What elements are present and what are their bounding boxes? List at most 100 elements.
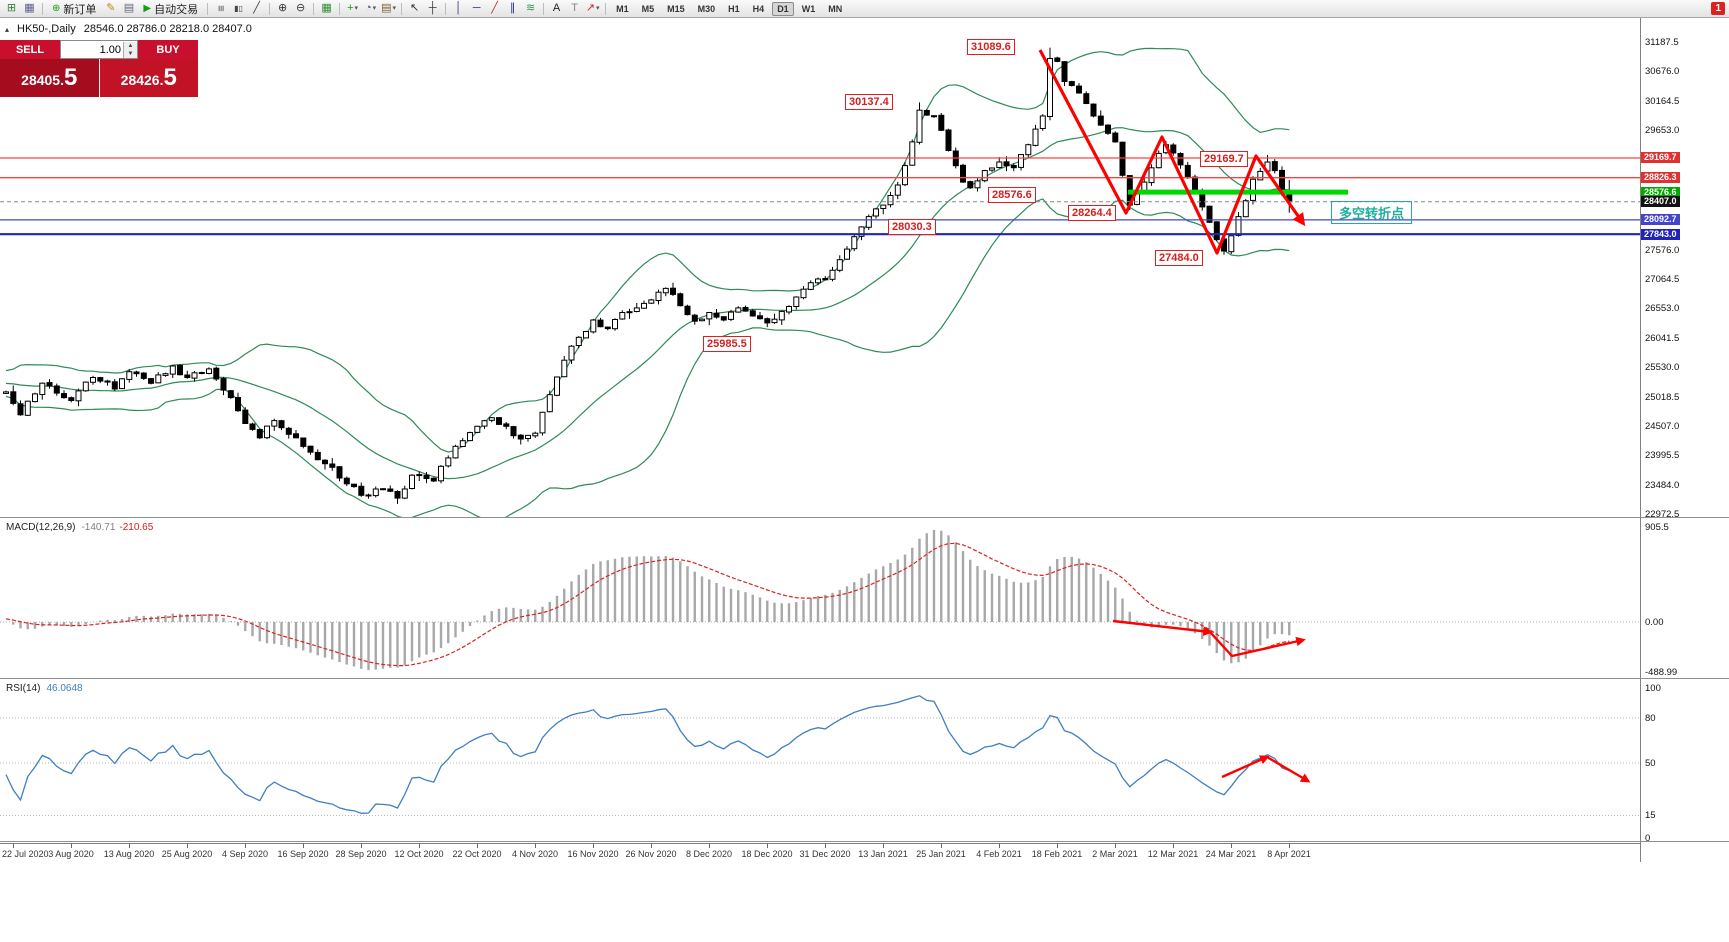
sell-button[interactable]: SELL (0, 40, 60, 59)
text-icon[interactable]: A (552, 2, 561, 14)
toolbar-separator (42, 2, 43, 15)
crosshair-icon[interactable]: ┼ (428, 2, 437, 14)
text-label-icon[interactable]: T (571, 2, 578, 14)
candlestick-chart-icon[interactable]: ▮▯ (234, 4, 243, 13)
turning-point-note[interactable]: 多空转折点 (1331, 201, 1413, 224)
macd-pane[interactable] (0, 519, 1640, 678)
volume-up-icon[interactable]: ▲ (124, 41, 137, 50)
templates-icon[interactable]: ▤ ▾ (381, 2, 397, 14)
time-tick (419, 844, 420, 848)
sell-price[interactable]: 28405. 5 (0, 59, 99, 97)
time-tick (1289, 844, 1290, 848)
price-tick: 30676.0 (1645, 66, 1680, 77)
rsi-tick: 100 (1645, 683, 1661, 694)
rsi-tick: 80 (1645, 713, 1656, 724)
date-label: 13 Aug 2020 (103, 849, 155, 859)
time-axis[interactable]: 22 Jul 2020 3 Aug 2020 13 Aug 2020 25 Aug 2… (0, 843, 1640, 863)
profiles-icon[interactable]: ▦ (24, 2, 35, 14)
pane-separator[interactable] (0, 517, 1729, 518)
terminal-icon[interactable]: ▤ (123, 2, 135, 14)
metaeditor-icon[interactable]: ✎ (106, 2, 116, 14)
new-order-button-icon: ⊕ (52, 3, 61, 14)
volume-down-icon[interactable]: ▼ (124, 49, 137, 58)
time-tick (767, 844, 768, 848)
timeframe-m15[interactable]: M15 (667, 3, 685, 14)
price-axis[interactable]: 31187.5 30676.0 30164.5 29653.0 27576.0 27064… (1640, 18, 1729, 862)
price-tag: 27843.0 (1641, 229, 1680, 240)
bar-chart-icon[interactable]: ≡ (215, 5, 228, 12)
indicators-icon[interactable]: + ▾ (347, 2, 359, 14)
price-tick: 26041.5 (1645, 333, 1680, 344)
arrows-icon[interactable]: ↗ ▾ (585, 2, 600, 14)
line-chart-icon[interactable]: ╱ (253, 2, 260, 14)
timeframe-mn[interactable]: MN (828, 3, 843, 14)
date-label: 25 Aug 2020 (161, 849, 213, 859)
pane-separator[interactable] (0, 678, 1729, 679)
timeframe-h4[interactable]: H4 (752, 3, 765, 14)
volume-stepper[interactable]: ▲ ▼ (123, 41, 137, 58)
fibonacci-icon[interactable]: ≋ (525, 2, 536, 14)
vertical-line-icon[interactable]: │ (455, 2, 463, 14)
time-tick (941, 844, 942, 848)
price-annotation[interactable]: 28264.4 (1068, 205, 1116, 221)
zoom-out-icon[interactable]: ⊖ (295, 2, 306, 14)
date-label: 24 Mar 2021 (1205, 849, 1257, 859)
tile-windows-icon[interactable]: ▦ (321, 2, 332, 14)
chevron-down-icon: ▾ (392, 5, 397, 12)
new-order-button[interactable]: ⊕ 新订单 (47, 1, 101, 16)
volume-value[interactable]: 1.00 (99, 43, 121, 56)
price-tag: 28092.7 (1641, 214, 1680, 225)
macd-label: MACD(12,26,9) -140.71 -210.65 (6, 522, 154, 533)
timeframe-h1[interactable]: H1 (728, 3, 740, 14)
zoom-in-icon[interactable]: ⊕ (277, 2, 288, 14)
price-annotation[interactable]: 31089.6 (967, 39, 1015, 55)
rsi-tick: 15 (1645, 810, 1656, 821)
trendline-icon[interactable]: ╱ (491, 2, 498, 14)
buy-button[interactable]: BUY (138, 40, 198, 59)
notification-badge[interactable]: 1 (1711, 2, 1725, 15)
price-annotation[interactable]: 30137.4 (845, 94, 893, 110)
new-chart-icon[interactable]: ⊞ (6, 2, 17, 14)
time-tick (477, 844, 478, 848)
pane-separator[interactable] (0, 841, 1729, 842)
timeframe-w1[interactable]: W1 (801, 3, 816, 14)
price-annotation[interactable]: 28030.3 (888, 219, 936, 235)
date-label: 22 Oct 2020 (452, 849, 502, 859)
time-tick (187, 844, 188, 848)
date-label: 16 Sep 2020 (277, 849, 329, 859)
toolbar-separator (401, 2, 403, 15)
time-tick (1115, 844, 1116, 848)
price-annotation[interactable]: 25985.5 (703, 336, 751, 352)
price-annotation[interactable]: 28576.6 (988, 187, 1036, 203)
periods-icon[interactable]: ◔ ▾ (365, 2, 377, 14)
auto-trading-button-label: 自动交易 (154, 3, 199, 16)
auto-trading-button-icon: ▶ (143, 3, 152, 14)
date-label: 4 Nov 2020 (511, 849, 559, 859)
timeframe-d1[interactable]: D1 (772, 1, 794, 16)
time-tick (361, 844, 362, 848)
timeframe-m30[interactable]: M30 (697, 3, 716, 14)
toolbar-separator (445, 2, 447, 15)
price-annotation[interactable]: 27484.0 (1155, 250, 1203, 266)
time-tick (883, 844, 884, 848)
time-tick (71, 844, 72, 848)
timeframe-m5[interactable]: M5 (641, 3, 655, 14)
rsi-tick: 0 (1645, 833, 1651, 844)
horizontal-line-icon[interactable]: ─ (472, 2, 481, 14)
timeframe-m1[interactable]: M1 (616, 3, 629, 14)
auto-trading-button[interactable]: ▶ 自动交易 (138, 1, 203, 16)
date-label: 18 Feb 2021 (1031, 849, 1083, 859)
one-click-collapse-icon[interactable]: ▴ (5, 24, 10, 34)
date-label: 13 Jan 2021 (858, 849, 908, 859)
cursor-icon[interactable]: ↖ (409, 2, 420, 14)
date-label: 22 Jul 2020 (2, 849, 49, 859)
rsi-pane[interactable] (0, 680, 1640, 841)
channel-icon[interactable]: ∥ (509, 2, 516, 14)
date-label: 2 Mar 2021 (1092, 849, 1138, 859)
price-tick: 31187.5 (1645, 37, 1679, 48)
main-chart[interactable] (0, 18, 1640, 517)
volume-field[interactable]: 1.00 ▲ ▼ (60, 40, 138, 59)
buy-price[interactable]: 28426. 5 (99, 59, 198, 97)
date-label: 31 Dec 2020 (799, 849, 851, 859)
price-annotation[interactable]: 29169.7 (1200, 151, 1248, 167)
